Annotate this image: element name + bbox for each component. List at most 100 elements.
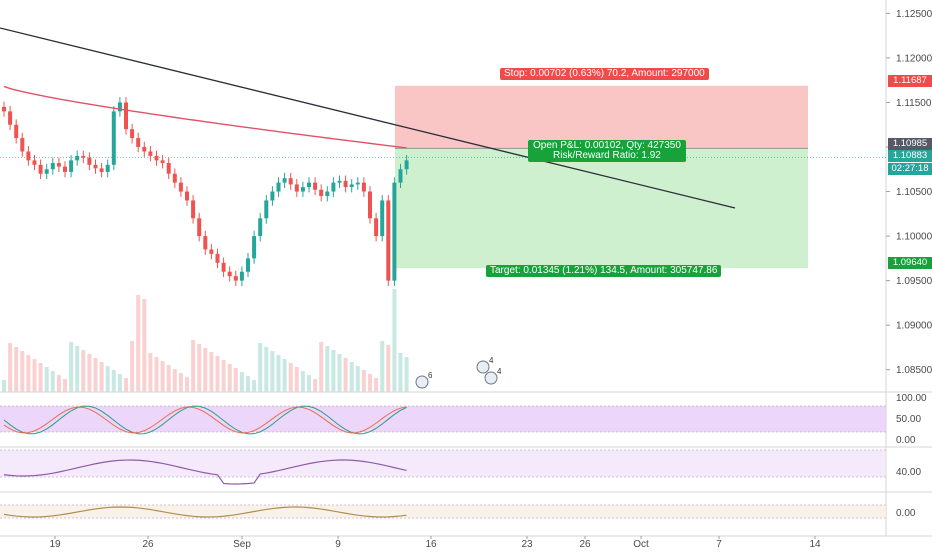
candle-body[interactable]	[172, 173, 177, 183]
candle-body[interactable]	[105, 164, 110, 172]
candle-body[interactable]	[325, 191, 330, 196]
candle-body[interactable]	[398, 169, 403, 183]
candle-body[interactable]	[148, 151, 153, 156]
candle-body[interactable]	[14, 124, 19, 139]
candle-body[interactable]	[87, 157, 92, 165]
price-tick-label: 1.08500	[896, 365, 932, 376]
candle-body[interactable]	[294, 184, 299, 192]
candle-body[interactable]	[63, 166, 67, 172]
candle-body[interactable]	[44, 169, 49, 174]
stop-label[interactable]: Stop: 0.00702 (0.63%) 70.2, Amount: 2970…	[500, 68, 709, 80]
candle-body[interactable]	[111, 111, 116, 165]
price-tick-label: 1.09000	[896, 321, 932, 332]
candle-body[interactable]	[380, 200, 385, 237]
candle-body[interactable]	[239, 271, 244, 281]
candle-body[interactable]	[130, 129, 135, 139]
candle-body[interactable]	[8, 111, 13, 125]
candle-body[interactable]	[32, 160, 37, 165]
stochastic-tick-label: 100.00	[896, 393, 927, 404]
candle-body[interactable]	[258, 218, 263, 237]
volume-bar	[75, 346, 80, 392]
volume-bar	[209, 352, 214, 392]
take-profit-zone[interactable]	[395, 148, 808, 269]
candle-body[interactable]	[124, 102, 128, 130]
candle-body[interactable]	[300, 187, 305, 192]
candle-body[interactable]	[209, 249, 214, 254]
candle-body[interactable]	[203, 236, 208, 250]
candle-body[interactable]	[246, 258, 250, 272]
stop-loss-zone[interactable]	[395, 85, 808, 149]
economic-event-icon[interactable]	[415, 375, 429, 389]
candle-body[interactable]	[264, 200, 269, 219]
economic-event-icon[interactable]	[476, 360, 490, 374]
current-price-tag: 1.10883	[888, 150, 932, 162]
candle-body[interactable]	[404, 160, 409, 170]
volume-bar	[185, 377, 189, 392]
candle-body[interactable]	[343, 180, 348, 188]
trend-line[interactable]	[0, 27, 736, 209]
candle-body[interactable]	[215, 253, 220, 263]
target-label[interactable]: Target: 0.01345 (1.21%) 134.5, Amount: 3…	[486, 265, 722, 277]
candle-body[interactable]	[227, 271, 232, 277]
candle-body[interactable]	[374, 218, 379, 237]
candle-body[interactable]	[361, 182, 366, 192]
candle-body[interactable]	[154, 155, 159, 161]
oscillator-line	[3, 506, 407, 518]
volume-bar	[32, 359, 37, 392]
candle-body[interactable]	[20, 138, 25, 152]
volume-bar	[264, 347, 269, 392]
open-pnl-label[interactable]: Open P&L: 0.00102, Qty: 427350 Risk/Rewa…	[528, 140, 686, 162]
candle-body[interactable]	[331, 182, 336, 192]
time-tick-label: 14	[809, 539, 821, 550]
candle-body[interactable]	[307, 182, 311, 188]
candle-body[interactable]	[349, 184, 354, 188]
candle-body[interactable]	[252, 236, 257, 259]
volume-bar	[191, 340, 196, 392]
candle-body[interactable]	[2, 106, 6, 112]
candle-body[interactable]	[392, 182, 397, 281]
candle-body[interactable]	[160, 160, 165, 164]
candle-body[interactable]	[142, 147, 147, 152]
volume-bar	[300, 371, 305, 392]
candle-body[interactable]	[56, 163, 61, 167]
volume-bar	[38, 363, 43, 392]
candle-body[interactable]	[313, 182, 318, 190]
volume-bar	[233, 368, 238, 392]
candle-body[interactable]	[337, 180, 342, 183]
candle-body[interactable]	[221, 262, 226, 272]
volume-bar	[404, 357, 409, 392]
candle-body[interactable]	[276, 182, 281, 192]
candle-body[interactable]	[178, 182, 183, 192]
candle-body[interactable]	[136, 138, 141, 147]
candle-body[interactable]	[191, 200, 196, 219]
candle-body[interactable]	[38, 164, 43, 174]
economic-event-icon[interactable]	[484, 371, 498, 385]
candle-body[interactable]	[185, 191, 189, 201]
candle-body[interactable]	[69, 160, 74, 172]
candle-body[interactable]	[288, 178, 293, 185]
indicator-band	[0, 450, 886, 477]
candle-body[interactable]	[166, 163, 171, 174]
candle-body[interactable]	[26, 151, 31, 161]
candle-body[interactable]	[368, 191, 372, 219]
countdown-tag: 02:27:18	[888, 163, 932, 175]
candle-body[interactable]	[75, 155, 80, 161]
indicator-band	[0, 406, 886, 432]
volume-bar	[380, 341, 385, 392]
candle-body[interactable]	[197, 218, 202, 237]
candle-body[interactable]	[282, 178, 287, 183]
candle-body[interactable]	[386, 200, 391, 281]
moving-average-line[interactable]	[3, 85, 407, 149]
candle-body[interactable]	[270, 191, 275, 201]
candle-body[interactable]	[355, 182, 360, 185]
open-pnl-text: Open P&L: 0.00102, Qty: 427350	[533, 140, 681, 151]
candle-body[interactable]	[50, 163, 55, 170]
candle-body[interactable]	[99, 168, 104, 172]
candle-body[interactable]	[81, 155, 86, 158]
candle-body[interactable]	[93, 164, 98, 169]
candle-body[interactable]	[233, 276, 238, 281]
candle-body[interactable]	[319, 189, 324, 196]
candle-body[interactable]	[117, 102, 122, 112]
